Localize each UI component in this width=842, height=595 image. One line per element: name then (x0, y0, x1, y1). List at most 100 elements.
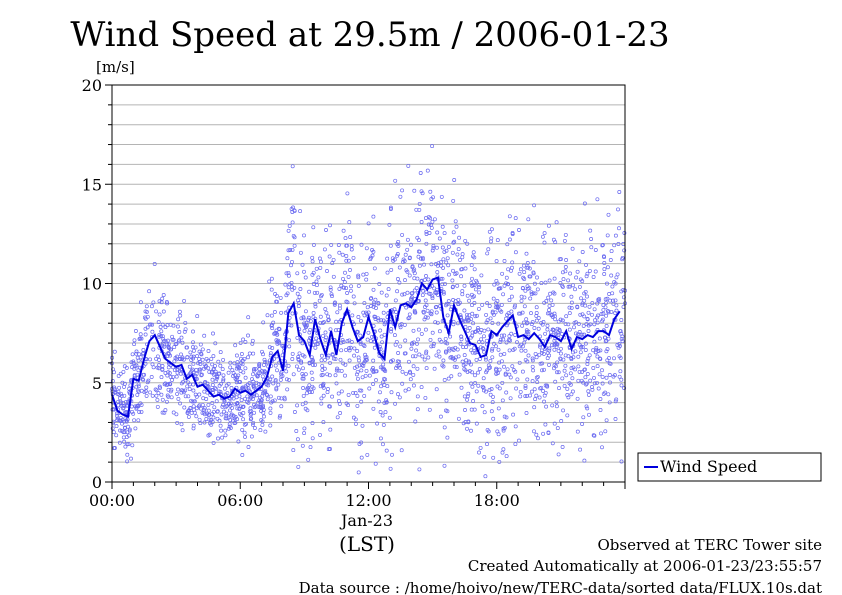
data-point (433, 320, 438, 325)
data-point (608, 380, 612, 385)
data-point (215, 416, 220, 421)
data-point (442, 378, 447, 382)
data-point (355, 403, 360, 408)
data-point (613, 311, 618, 316)
data-point (379, 334, 384, 339)
y-tick-label: 15 (82, 175, 102, 194)
data-point (284, 377, 289, 382)
data-point (162, 339, 166, 343)
data-point (381, 362, 386, 367)
data-point (420, 257, 425, 262)
data-point (193, 392, 198, 397)
data-point (611, 298, 615, 303)
data-point (585, 372, 590, 376)
data-point (480, 384, 485, 389)
data-point (592, 433, 597, 438)
data-point (486, 327, 491, 332)
data-point (501, 447, 506, 452)
data-point (559, 419, 564, 423)
data-point (305, 408, 310, 413)
data-point (515, 340, 519, 345)
data-point (596, 313, 600, 318)
data-point (114, 424, 119, 429)
data-point (416, 337, 420, 342)
data-point (451, 230, 456, 235)
data-point (339, 283, 344, 288)
data-point (513, 442, 518, 447)
data-point (289, 323, 294, 328)
data-point (210, 401, 215, 405)
data-point (489, 387, 494, 391)
data-point (191, 388, 196, 393)
data-point (228, 360, 233, 365)
data-point (420, 354, 425, 359)
data-point (462, 308, 467, 313)
data-point (580, 279, 585, 284)
data-point (313, 345, 318, 350)
data-point (348, 345, 353, 350)
data-point (499, 359, 504, 364)
data-point (596, 297, 601, 302)
data-point (619, 459, 624, 464)
data-point (599, 312, 604, 316)
data-point (302, 233, 306, 238)
data-point (403, 388, 408, 393)
data-point (353, 421, 358, 426)
data-point (252, 426, 257, 430)
data-point (514, 386, 519, 391)
data-point (403, 278, 407, 283)
data-point (219, 412, 224, 417)
data-point (501, 426, 506, 431)
data-point (176, 317, 181, 322)
data-point (440, 363, 445, 368)
data-point (218, 389, 223, 394)
data-point (403, 252, 408, 257)
data-point (613, 281, 618, 286)
data-point (245, 394, 250, 399)
data-point (306, 457, 311, 462)
data-point (344, 286, 349, 291)
data-point (235, 363, 240, 368)
data-point (221, 402, 226, 407)
data-point (178, 401, 183, 406)
data-point (325, 355, 330, 360)
data-point (587, 268, 592, 273)
data-point (410, 354, 415, 359)
data-point (361, 363, 366, 368)
data-point (556, 370, 561, 375)
data-point (308, 445, 313, 450)
data-point (576, 321, 581, 326)
data-point (575, 304, 580, 309)
data-point (554, 344, 559, 349)
data-point (243, 396, 247, 401)
data-point (529, 292, 534, 297)
data-point (290, 210, 295, 214)
data-point (311, 311, 316, 315)
data-point (420, 191, 425, 196)
data-point (112, 446, 117, 450)
data-point (252, 368, 256, 373)
data-point (498, 340, 503, 344)
data-point (584, 262, 588, 267)
data-point (573, 349, 578, 354)
data-point (233, 343, 238, 348)
data-point (247, 351, 252, 356)
data-point (336, 368, 341, 373)
data-point (438, 414, 443, 419)
data-point (290, 287, 295, 292)
data-point (437, 354, 442, 359)
data-point (456, 416, 461, 421)
data-point (518, 267, 523, 272)
data-point (425, 308, 430, 313)
data-point (590, 385, 594, 389)
data-point (198, 362, 203, 366)
data-point (435, 270, 440, 275)
data-point (373, 369, 378, 374)
data-point (371, 214, 376, 219)
data-point (431, 245, 436, 250)
data-point (358, 318, 363, 323)
data-point (213, 363, 217, 368)
data-point (267, 279, 272, 284)
data-point (484, 338, 489, 343)
data-point (310, 377, 315, 382)
